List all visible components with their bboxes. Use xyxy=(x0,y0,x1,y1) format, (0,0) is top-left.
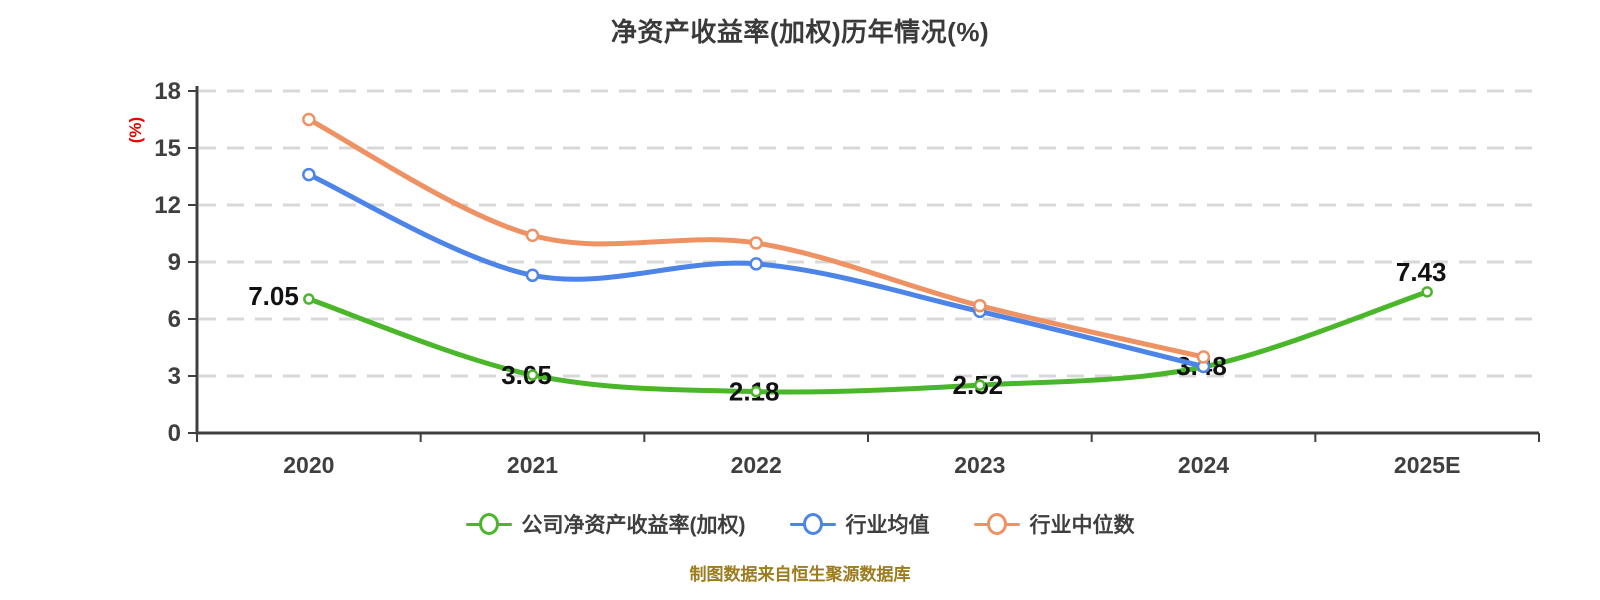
legend-label-company-roe: 公司净资产收益率(加权) xyxy=(521,514,746,537)
legend-item-industry-mean[interactable]: 行业均值 xyxy=(789,509,930,539)
data-point-2021 xyxy=(526,369,539,381)
y-axis-tick-label: 0 xyxy=(168,420,181,447)
legend: 公司净资产收益率(加权) 行业均值 行业中位数 xyxy=(0,504,1600,544)
data-point-2020 xyxy=(302,167,316,182)
y-axis-tick-label: 9 xyxy=(168,249,181,276)
data-label: 7.05 xyxy=(248,281,299,311)
x-axis-tick-label: 2020 xyxy=(283,452,334,478)
x-axis-tick-label: 2024 xyxy=(1178,452,1229,478)
data-point-2023 xyxy=(974,379,986,391)
series-line-0 xyxy=(306,289,1430,395)
data-label: 7.43 xyxy=(1396,257,1447,287)
data-point-2021 xyxy=(525,228,540,243)
x-axis-tick-label: 2022 xyxy=(731,452,782,478)
y-axis-tick-label: 12 xyxy=(154,192,181,219)
data-point-2021 xyxy=(525,268,540,283)
data-point-2025E xyxy=(1421,286,1433,298)
legend-marker-industry-median-icon xyxy=(973,513,1020,535)
legend-item-company-roe[interactable]: 公司净资产收益率(加权) xyxy=(465,509,746,539)
legend-marker-company-roe-icon xyxy=(465,513,512,535)
data-point-2022 xyxy=(749,257,763,271)
legend-item-industry-median[interactable]: 行业中位数 xyxy=(973,509,1135,539)
data-point-2022 xyxy=(750,385,762,398)
data-source-note: 制图数据来自恒生聚源数据库 xyxy=(689,565,911,584)
data-point-2024 xyxy=(1196,350,1211,364)
x-axis-tick-label: 2025E xyxy=(1394,452,1461,478)
data-label: 3.05 xyxy=(501,360,552,390)
y-axis-unit-label: (%) xyxy=(126,117,145,143)
legend-label-industry-mean: 行业均值 xyxy=(845,514,930,537)
x-axis-tick-label: 2021 xyxy=(507,452,558,478)
data-point-2023 xyxy=(973,298,987,313)
y-axis-tick-label: 18 xyxy=(154,78,181,105)
legend-label-industry-median: 行业中位数 xyxy=(1029,514,1135,537)
data-point-2020 xyxy=(302,112,316,127)
y-axis-tick-label: 3 xyxy=(168,363,181,390)
y-axis-tick-label: 6 xyxy=(168,306,181,333)
data-point-2020 xyxy=(303,293,315,305)
chart-title: 净资产收益率(加权)历年情况(%) xyxy=(610,17,990,47)
y-axis-tick-label: 15 xyxy=(154,135,181,162)
data-point-2022 xyxy=(749,236,763,250)
x-axis-tick-label: 2023 xyxy=(954,452,1005,478)
legend-marker-industry-mean-icon xyxy=(789,513,836,535)
